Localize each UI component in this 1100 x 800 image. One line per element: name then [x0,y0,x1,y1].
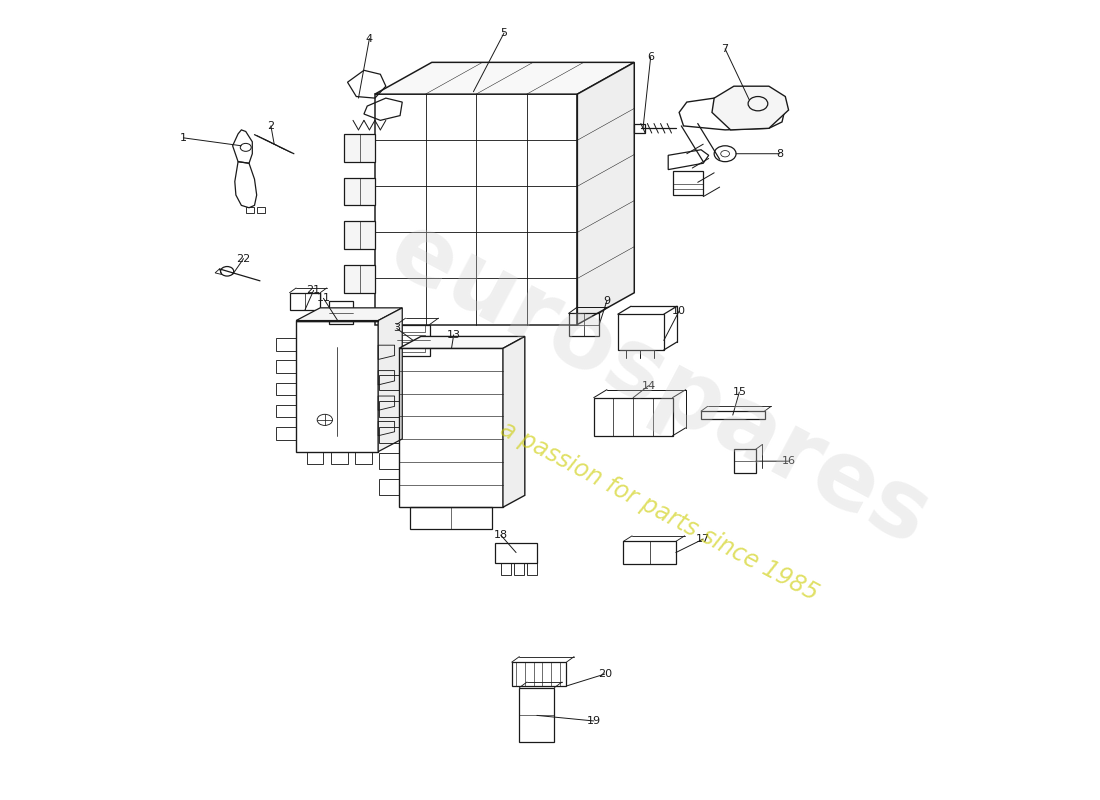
Bar [519,687,554,742]
Text: 4: 4 [366,34,373,43]
Bar [375,94,578,325]
Text: eurospares: eurospares [374,203,945,565]
Bar [569,314,600,336]
Text: 11: 11 [317,294,330,303]
Bar [289,293,320,310]
Polygon shape [375,62,635,94]
Bar [331,452,348,463]
Bar [624,542,675,564]
Text: 8: 8 [777,149,783,158]
Bar [344,134,375,162]
Bar [635,123,646,133]
Bar [344,265,375,293]
Bar [701,411,764,419]
Bar [307,452,323,463]
Text: 2: 2 [267,121,275,131]
Bar [329,302,353,324]
Text: 5: 5 [500,28,507,38]
Polygon shape [378,308,403,452]
Bar [672,171,703,195]
Bar [495,543,537,563]
Text: 10: 10 [672,306,686,316]
Polygon shape [399,337,525,348]
Bar [402,345,426,352]
Text: 18: 18 [494,530,508,540]
Bar [355,452,372,463]
Bar [399,348,503,507]
Text: 3: 3 [394,323,400,334]
Text: a passion for parts since 1985: a passion for parts since 1985 [496,417,823,606]
Bar [245,207,254,214]
Bar [344,178,375,206]
Polygon shape [296,308,403,321]
Text: 13: 13 [447,330,461,340]
Bar [256,207,265,214]
Text: 21: 21 [307,286,321,295]
Polygon shape [503,337,525,507]
Text: 20: 20 [597,669,612,679]
Bar [618,314,663,350]
Bar [397,325,430,356]
Bar [402,335,426,342]
Bar [344,222,375,249]
Text: 14: 14 [641,381,656,390]
Bar [410,507,492,530]
Text: 1: 1 [180,133,187,143]
Text: 19: 19 [586,716,601,726]
Text: 22: 22 [236,254,251,263]
Bar [500,563,510,574]
Bar [514,563,524,574]
Bar [527,563,537,574]
Text: 7: 7 [722,44,728,54]
Bar [594,398,672,436]
Bar [734,450,756,473]
Text: 9: 9 [603,296,611,306]
Text: 16: 16 [782,456,795,466]
Polygon shape [578,62,635,325]
Bar [512,662,566,686]
Bar [402,325,426,332]
Text: 6: 6 [647,52,654,62]
Polygon shape [712,86,789,130]
Text: 15: 15 [733,387,746,397]
Text: 17: 17 [696,534,711,544]
